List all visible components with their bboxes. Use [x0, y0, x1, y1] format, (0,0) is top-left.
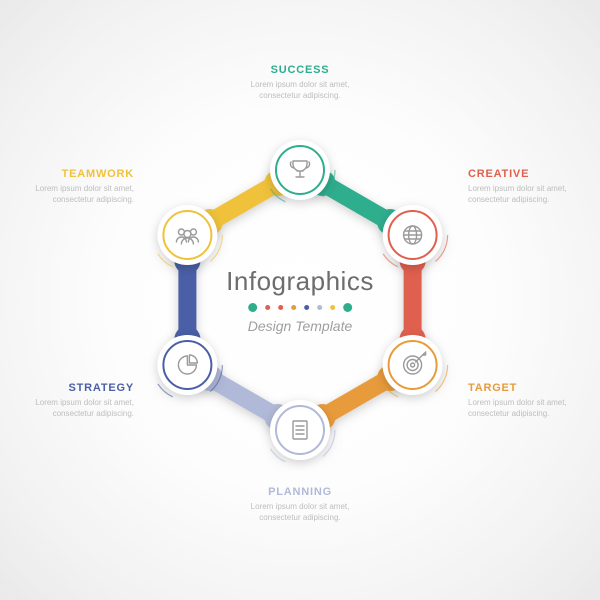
- hexagon-svg: [0, 0, 600, 600]
- label-body: Lorem ipsum dolor sit amet, consectetur …: [14, 398, 134, 420]
- hex-node-success: [265, 135, 335, 205]
- label-body: Lorem ipsum dolor sit amet, consectetur …: [14, 184, 134, 206]
- label-title: TEAMWORK: [14, 168, 134, 180]
- label-title: CREATIVE: [468, 168, 588, 180]
- label-target: TARGET Lorem ipsum dolor sit amet, consec…: [468, 382, 588, 420]
- label-title: STRATEGY: [14, 382, 134, 394]
- label-body: Lorem ipsum dolor sit amet, consectetur …: [468, 398, 588, 420]
- label-title: TARGET: [468, 382, 588, 394]
- hex-node-target: [378, 330, 448, 400]
- label-teamwork: TEAMWORK Lorem ipsum dolor sit amet, cons…: [14, 168, 134, 206]
- label-body: Lorem ipsum dolor sit amet, consectetur …: [468, 184, 588, 206]
- infographic-stage: { "type": "infographic", "structure": "h…: [0, 0, 600, 600]
- label-creative: CREATIVE Lorem ipsum dolor sit amet, cons…: [468, 168, 588, 206]
- label-strategy: STRATEGY Lorem ipsum dolor sit amet, cons…: [14, 382, 134, 420]
- hex-node-strategy: [152, 330, 222, 400]
